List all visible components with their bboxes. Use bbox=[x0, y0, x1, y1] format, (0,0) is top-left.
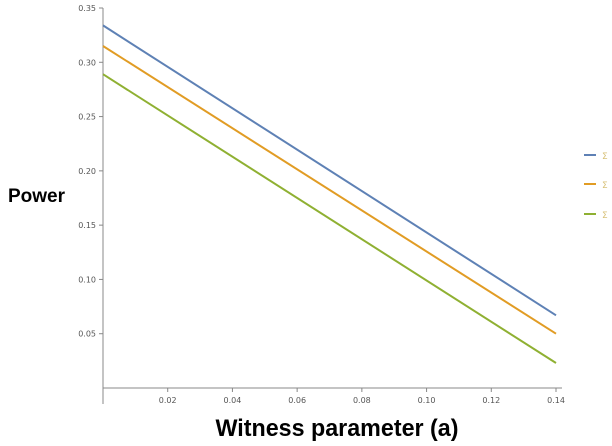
y-tick-label: 0.20 bbox=[78, 167, 96, 176]
x-tick-label: 0.10 bbox=[418, 396, 436, 405]
y-ticks: 0.05 0.10 0.15 0.20 0.25 0.30 0.35 bbox=[78, 4, 103, 339]
legend-label-3: Σ bbox=[602, 211, 608, 221]
y-tick-label: 0.25 bbox=[78, 113, 96, 122]
series-lines bbox=[102, 24, 557, 364]
y-tick-label: 0.10 bbox=[78, 275, 96, 284]
x-tick-label: 0.06 bbox=[288, 396, 306, 405]
x-tick-label: 0.14 bbox=[547, 396, 565, 405]
y-tick-label: 0.15 bbox=[78, 221, 96, 230]
y-tick-label: 0.35 bbox=[78, 4, 96, 13]
y-tick-label: 0.30 bbox=[78, 58, 96, 67]
x-tick-label: 0.04 bbox=[224, 396, 242, 405]
series-line-2 bbox=[102, 45, 557, 335]
x-tick-label: 0.08 bbox=[353, 396, 371, 405]
y-axis-title: Power bbox=[8, 186, 66, 207]
legend-label-2: Σ bbox=[602, 181, 608, 191]
x-tick-label: 0.02 bbox=[159, 396, 177, 405]
series-line-3 bbox=[102, 73, 557, 364]
y-tick-label: 0.05 bbox=[78, 330, 96, 339]
series-line-1 bbox=[102, 24, 557, 317]
legend-label-1: Σ bbox=[602, 152, 608, 162]
x-axis-title: Witness parameter (a) bbox=[216, 415, 459, 442]
x-tick-label: 0.12 bbox=[482, 396, 500, 405]
x-ticks: 0.02 0.04 0.06 0.08 0.10 0.12 0.14 bbox=[159, 388, 565, 405]
legend: Σ Σ Σ bbox=[584, 152, 608, 221]
axes bbox=[102, 8, 562, 404]
